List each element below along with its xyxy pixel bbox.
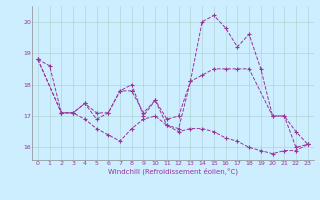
X-axis label: Windchill (Refroidissement éolien,°C): Windchill (Refroidissement éolien,°C) [108, 167, 238, 175]
